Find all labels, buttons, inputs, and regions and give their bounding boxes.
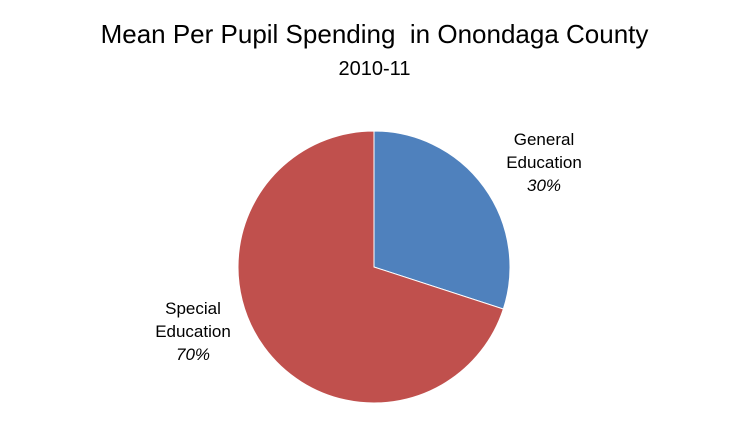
slice-label-general-line1: General	[513, 130, 575, 149]
slice-value-special-education: 70%	[175, 345, 211, 364]
pie-slice-special-education	[237, 130, 504, 404]
pie-slice-general-education	[373, 130, 511, 310]
chart-title: Mean Per Pupil Spending in Onondaga Coun…	[100, 19, 649, 49]
slice-label-general-education: General Education 30%	[489, 128, 599, 197]
chart-subtitle: 2010-11	[338, 58, 411, 80]
slice-label-special-line1: Special	[165, 299, 221, 318]
slice-label-general-line2: Education	[506, 153, 582, 172]
slice-label-special-education: Special Education 70%	[138, 297, 248, 366]
slice-value-general-education: 30%	[526, 176, 562, 195]
slice-label-special-line2: Education	[155, 322, 231, 341]
